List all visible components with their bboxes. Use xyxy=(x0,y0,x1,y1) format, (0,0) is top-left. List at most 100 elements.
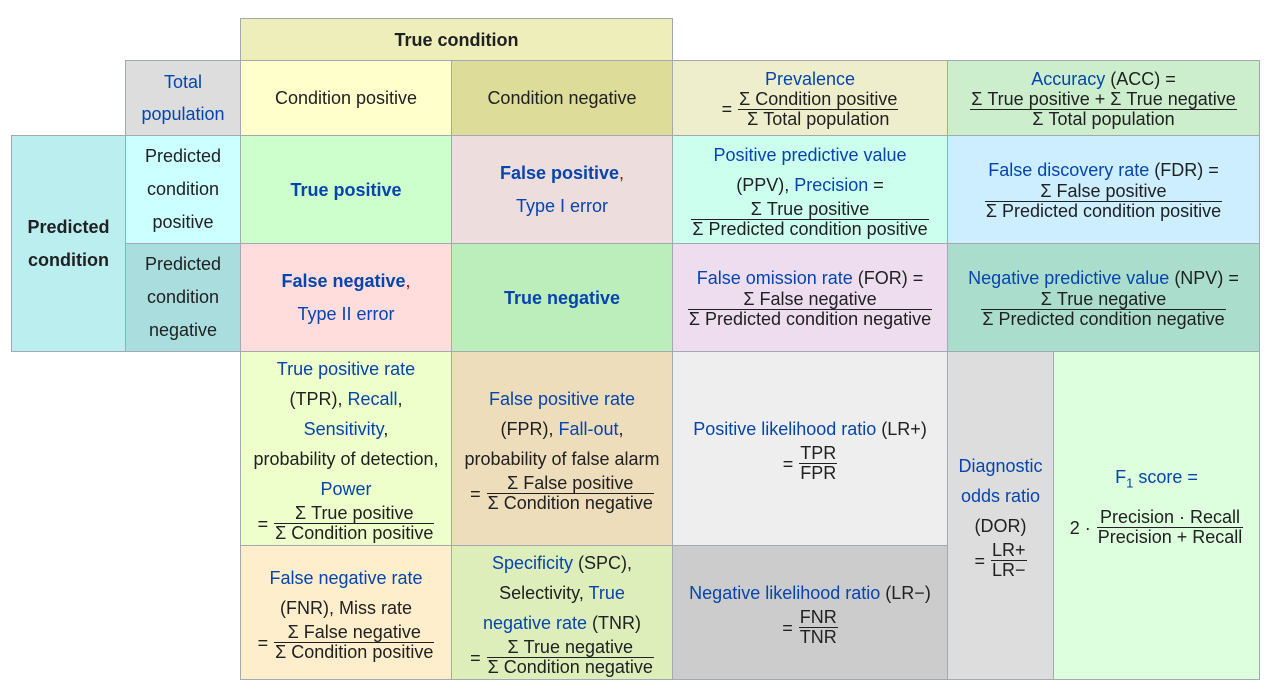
condition-negative-label: Condition negative xyxy=(487,88,637,108)
specificity-title: Specificity (SPC), xyxy=(492,548,632,578)
fdr-numerator: Σ False positive xyxy=(984,182,1223,202)
dor-cell: Diagnostic odds ratio (DOR) = LR+ LR− xyxy=(947,351,1054,680)
npv-fraction: Σ True negative Σ Predicted condition ne… xyxy=(981,290,1226,329)
negative-likelihood-ratio-link[interactable]: Negative likelihood ratio xyxy=(689,583,881,603)
equals-sign: = xyxy=(470,647,481,668)
fpr-cell: False positive rate (FPR), Fall-out, pro… xyxy=(451,351,673,546)
true-condition-label: True condition xyxy=(394,29,519,50)
for-fraction: Σ False negative Σ Predicted condition n… xyxy=(687,290,933,329)
f1-fraction: Precision · Recall Precision + Recall xyxy=(1096,508,1244,548)
equals-sign: = xyxy=(782,617,793,638)
dor-fraction: LR+ LR− xyxy=(990,540,1027,580)
ppv-numerator: Σ True positive xyxy=(691,200,929,220)
for-link[interactable]: False omission rate xyxy=(696,268,853,288)
true-positive-link[interactable]: True positive xyxy=(290,179,402,200)
sensitivity-link[interactable]: Sensitivity xyxy=(303,419,384,439)
f1-subscript: 1 xyxy=(1126,475,1134,491)
f1-formula: 2 · Precision · Recall Precision + Recal… xyxy=(1070,508,1244,547)
selectivity-line: Selectivity, True xyxy=(499,578,625,608)
for-numerator: Σ False negative xyxy=(687,290,933,310)
fnr-denominator: Σ Condition positive xyxy=(275,642,434,662)
f1-denominator: Precision + Recall xyxy=(1097,527,1243,548)
prevalence-cell: Prevalence = Σ Condition positive Σ Tota… xyxy=(672,60,948,136)
prevalence-fraction: Σ Condition positive Σ Total population xyxy=(738,89,899,129)
specificity-cell: Specificity (SPC), Selectivity, True neg… xyxy=(451,545,673,680)
lr-positive-fraction: TPR FPR xyxy=(799,443,838,483)
true-condition-header: True condition xyxy=(240,18,673,61)
dor-abbr: (DOR) xyxy=(974,516,1027,536)
selectivity-label: Selectivity, xyxy=(499,583,584,603)
lr-negative-denominator: TNR xyxy=(799,627,837,647)
f1-score-link[interactable]: F1 xyxy=(1115,466,1134,491)
ppv-link[interactable]: Positive predictive value xyxy=(713,145,907,165)
tpr-fraction: Σ True positive Σ Condition positive xyxy=(274,504,435,543)
fnr-fraction: Σ False negative Σ Condition positive xyxy=(274,623,435,662)
true-negative-rate-link[interactable]: True xyxy=(588,583,625,603)
ppv-abbr: (PPV), xyxy=(736,175,790,195)
dor-numerator: LR+ xyxy=(990,540,1027,561)
f1-letter: F xyxy=(1115,466,1127,487)
fpr-fraction: Σ False positive Σ Condition negative xyxy=(486,474,654,513)
equals-sign: = xyxy=(873,175,884,195)
false-positive-link[interactable]: False positive xyxy=(499,162,620,183)
total-population-link[interactable]: Total population xyxy=(141,72,225,124)
power-link[interactable]: Power xyxy=(320,479,372,499)
positive-likelihood-ratio-link[interactable]: Positive likelihood ratio xyxy=(693,419,877,439)
ppv-denominator: Σ Predicted condition positive xyxy=(692,219,928,239)
fdr-title: False discovery rate (FDR) = xyxy=(988,158,1219,182)
false-positive-title: False positive, xyxy=(500,157,624,190)
lr-negative-formula: = FNR TNR xyxy=(782,608,838,647)
diagnostic-odds-ratio-link[interactable]: Diagnostic xyxy=(958,456,1043,476)
precision-link[interactable]: Precision xyxy=(794,175,869,195)
accuracy-link[interactable]: Accuracy xyxy=(1031,68,1106,89)
sensitivity-line: Sensitivity, xyxy=(304,414,389,444)
fdr-link[interactable]: False discovery rate xyxy=(988,160,1150,180)
false-negative-link[interactable]: False negative xyxy=(281,270,406,291)
fpr-link[interactable]: False positive rate xyxy=(488,389,636,409)
for-denominator: Σ Predicted condition negative xyxy=(688,309,932,329)
predicted-condition-label: Predicted condition xyxy=(27,216,110,270)
true-negative-link[interactable]: True negative xyxy=(503,287,621,308)
comma: , xyxy=(619,162,625,183)
false-positive-cell: False positive, Type I error xyxy=(451,135,673,244)
recall-link[interactable]: Recall xyxy=(347,389,398,409)
tnr-line: negative rate (TNR) xyxy=(483,608,641,638)
fdr-abbr: (FDR) = xyxy=(1154,160,1219,180)
fpr-abbr: (FPR), xyxy=(500,419,554,439)
for-abbr: (FOR) = xyxy=(857,268,924,288)
npv-numerator: Σ True negative xyxy=(981,290,1226,310)
tnr-fraction: Σ True negative Σ Condition negative xyxy=(486,638,654,677)
f1-title: F1 score = xyxy=(1115,462,1198,499)
fall-out-link[interactable]: Fall-out xyxy=(558,419,619,439)
specificity-link[interactable]: Specificity xyxy=(491,553,573,573)
npv-link[interactable]: Negative predictive value xyxy=(968,268,1170,288)
ppv-cell: Positive predictive value (PPV), Precisi… xyxy=(672,135,948,244)
accuracy-denominator: Σ Total population xyxy=(1032,108,1175,129)
predicted-condition-negative-label: Predicted condition negative xyxy=(144,254,222,340)
prevalence-link[interactable]: Prevalence xyxy=(764,68,856,89)
type-i-error-link[interactable]: Type I error xyxy=(515,195,609,216)
true-negative-rate-link-2[interactable]: negative rate xyxy=(482,613,588,633)
fnr-link[interactable]: False negative rate xyxy=(269,568,423,588)
tpr-denominator: Σ Condition positive xyxy=(275,523,434,543)
equals-sign: = xyxy=(257,513,269,534)
condition-positive-cell: Condition positive xyxy=(240,60,452,136)
diagnostic-odds-ratio-link-2[interactable]: odds ratio xyxy=(960,486,1041,506)
lr-positive-numerator: TPR xyxy=(799,443,838,464)
dor-formula: = LR+ LR− xyxy=(974,540,1027,580)
false-negative-title: False negative, xyxy=(281,265,410,298)
fnr-numerator: Σ False negative xyxy=(274,623,435,643)
lr-positive-cell: Positive likelihood ratio (LR+) = TPR FP… xyxy=(672,351,948,546)
comma: , xyxy=(618,419,624,439)
comma: , xyxy=(405,270,411,291)
tpr-link[interactable]: True positive rate xyxy=(276,359,416,379)
tpr-abbr: (TPR), xyxy=(289,389,343,409)
type-ii-error-link[interactable]: Type II error xyxy=(297,303,395,324)
ppv-abbr-line: (PPV), Precision = xyxy=(736,170,884,200)
dor-denominator: LR− xyxy=(991,560,1026,580)
f1-cell: F1 score = 2 · Precision · Recall Precis… xyxy=(1053,351,1260,680)
fdr-cell: False discovery rate (FDR) = Σ False pos… xyxy=(947,135,1260,244)
tpr-numerator: Σ True positive xyxy=(274,504,435,524)
ppv-fraction: Σ True positive Σ Predicted condition po… xyxy=(691,200,929,239)
true-negative-cell: True negative xyxy=(451,243,673,352)
